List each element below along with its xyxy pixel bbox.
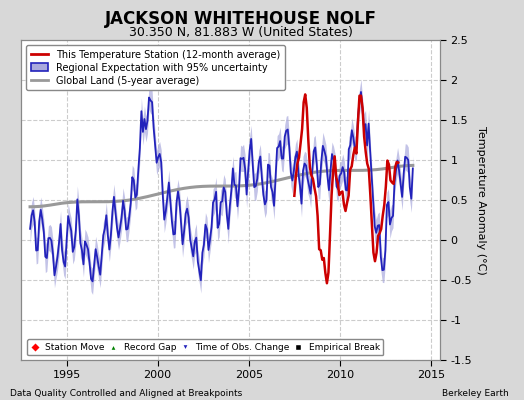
Y-axis label: Temperature Anomaly (°C): Temperature Anomaly (°C) — [476, 126, 486, 274]
Text: Berkeley Earth: Berkeley Earth — [442, 389, 508, 398]
Text: JACKSON WHITEHOUSE NOLF: JACKSON WHITEHOUSE NOLF — [105, 10, 377, 28]
Legend: Station Move, Record Gap, Time of Obs. Change, Empirical Break: Station Move, Record Gap, Time of Obs. C… — [27, 339, 384, 356]
Text: 30.350 N, 81.883 W (United States): 30.350 N, 81.883 W (United States) — [129, 26, 353, 39]
Text: Data Quality Controlled and Aligned at Breakpoints: Data Quality Controlled and Aligned at B… — [10, 389, 243, 398]
